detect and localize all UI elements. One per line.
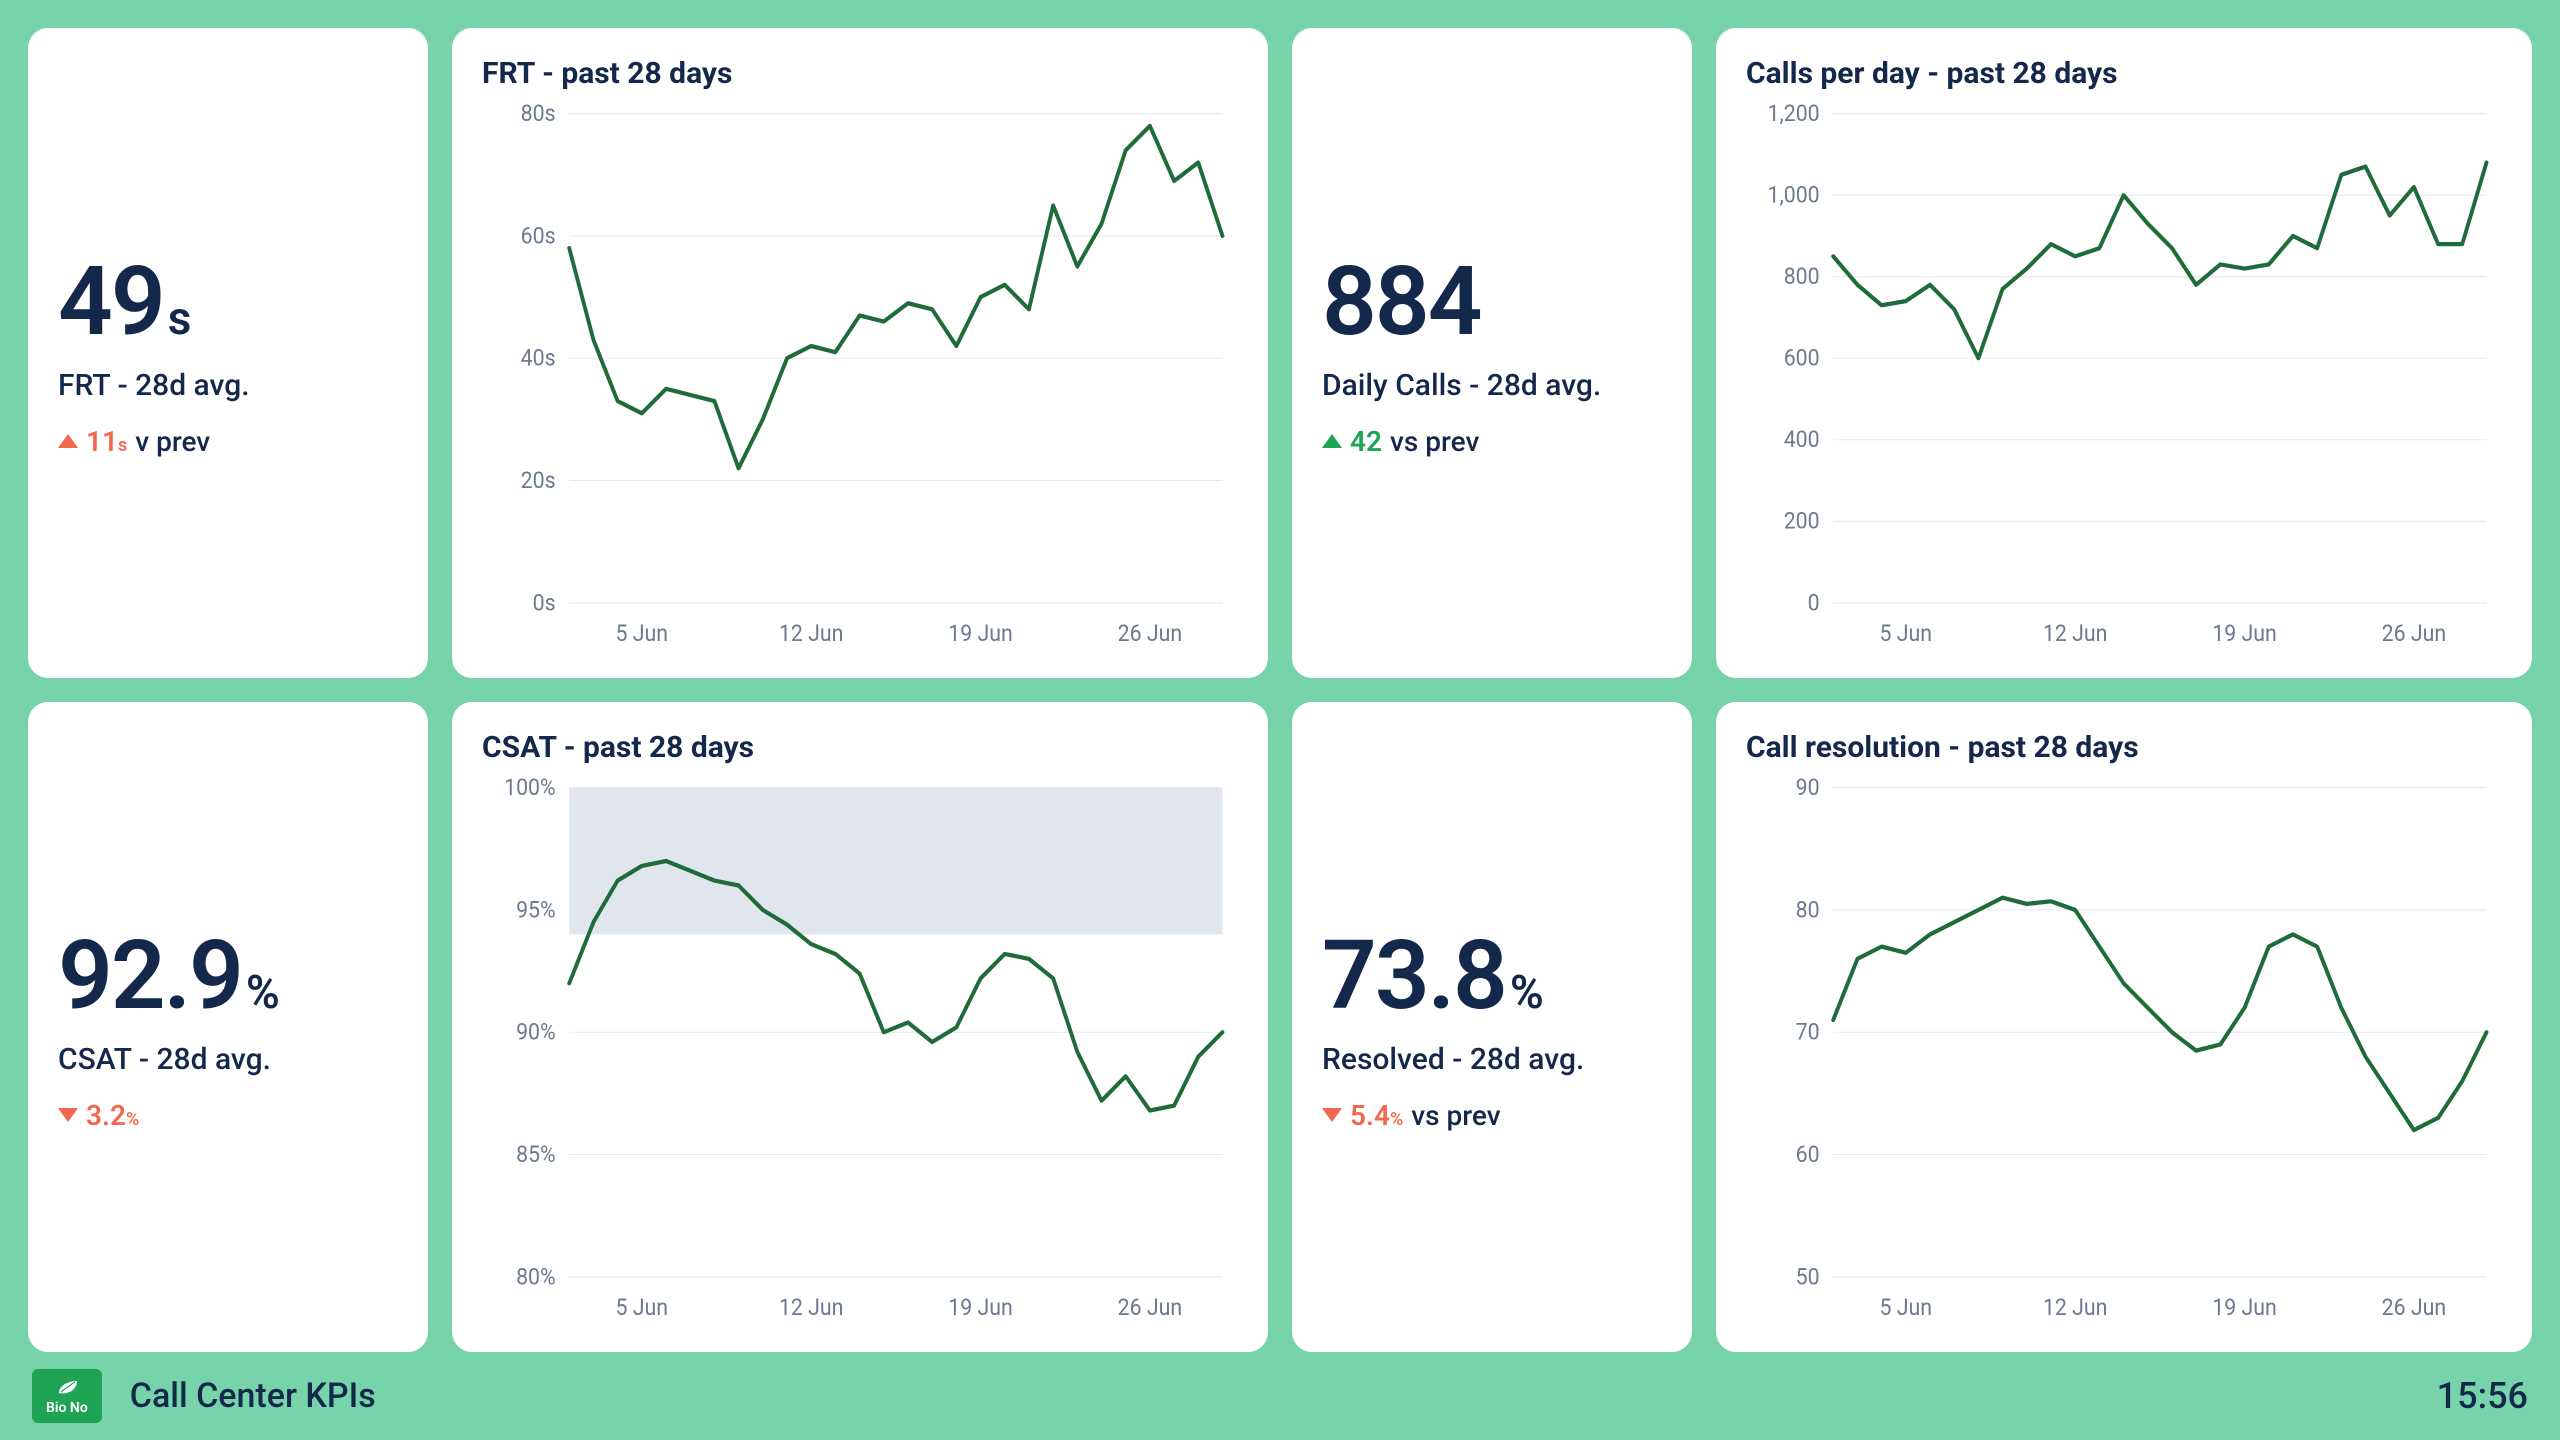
svg-text:5 Jun: 5 Jun <box>616 1294 669 1321</box>
svg-text:70: 70 <box>1796 1019 1820 1046</box>
svg-text:12 Jun: 12 Jun <box>2043 1294 2108 1321</box>
svg-text:600: 600 <box>1784 345 1820 372</box>
svg-text:90%: 90% <box>516 1019 556 1046</box>
svg-text:400: 400 <box>1784 426 1820 453</box>
kpi-card-csat: 92.9% CSAT - 28d avg. 3.2% <box>28 702 428 1352</box>
svg-text:60: 60 <box>1796 1141 1820 1168</box>
chart-frt: 0s 20s 40s 60s 80s 5 Jun 12 Jun 19 Jun 26 Jun <box>482 103 1238 656</box>
kpi-csat-value: 92.9% <box>58 928 398 1024</box>
chart-calls: 0 200 400 600 800 1,000 1,200 5 Jun 12 Jun 19 Jun… <box>1746 103 2502 656</box>
kpi-card-calls: 884 Daily Calls - 28d avg. 42vs prev <box>1292 28 1692 678</box>
leaf-icon <box>55 1379 79 1397</box>
kpi-csat-unit: % <box>246 966 280 1020</box>
kpi-frt-unit: s <box>168 292 192 346</box>
kpi-frt-value: 49s <box>58 254 398 350</box>
footer-clock: 15:56 <box>2437 1375 2528 1417</box>
chart-card-calls: Calls per day - past 28 days 0 200 400 600 8… <box>1716 28 2532 678</box>
chart-frt-title: FRT - past 28 days <box>482 56 1238 91</box>
chart-card-csat: CSAT - past 28 days 80% 85% 90% 95% 100% 5 Ju… <box>452 702 1268 1352</box>
chart-resolution: 50 60 70 80 90 5 Jun 12 Jun 19 Jun 26 Jun <box>1746 777 2502 1330</box>
kpi-resolved-label: Resolved - 28d avg. <box>1322 1042 1662 1077</box>
svg-text:0s: 0s <box>533 589 556 616</box>
kpi-csat-delta: 3.2% <box>58 1099 398 1132</box>
svg-text:19 Jun: 19 Jun <box>2212 620 2277 647</box>
svg-text:800: 800 <box>1784 263 1820 290</box>
kpi-card-frt: 49s FRT - 28d avg. 11sv prev <box>28 28 428 678</box>
svg-text:5 Jun: 5 Jun <box>616 620 669 647</box>
kpi-frt-delta: 11sv prev <box>58 425 398 458</box>
chart-csat-title: CSAT - past 28 days <box>482 730 1238 765</box>
kpi-calls-number: 884 <box>1322 246 1481 358</box>
svg-text:80%: 80% <box>516 1263 556 1290</box>
chart-card-frt: FRT - past 28 days 0s 20s 40s 60s 80s 5 Jun 12… <box>452 28 1268 678</box>
kpi-csat-label: CSAT - 28d avg. <box>58 1042 398 1077</box>
chart-calls-title: Calls per day - past 28 days <box>1746 56 2502 91</box>
brand-text: Bio No <box>46 1401 88 1415</box>
chart-resolution-title: Call resolution - past 28 days <box>1746 730 2502 765</box>
svg-text:80: 80 <box>1796 896 1820 923</box>
svg-text:5 Jun: 5 Jun <box>1880 1294 1933 1321</box>
svg-text:5 Jun: 5 Jun <box>1880 620 1933 647</box>
svg-text:12 Jun: 12 Jun <box>779 1294 844 1321</box>
kpi-resolved-value: 73.8% <box>1322 928 1662 1024</box>
svg-text:90: 90 <box>1796 777 1820 801</box>
svg-text:50: 50 <box>1796 1263 1820 1290</box>
svg-text:100%: 100% <box>504 777 556 801</box>
kpi-frt-number: 49 <box>58 246 164 358</box>
svg-text:95%: 95% <box>516 896 556 923</box>
kpi-calls-label: Daily Calls - 28d avg. <box>1322 368 1662 403</box>
dashboard-grid: 49s FRT - 28d avg. 11sv prev FRT - past … <box>28 28 2532 1352</box>
svg-text:60s: 60s <box>521 222 556 249</box>
brand-logo: Bio No <box>32 1369 102 1423</box>
svg-text:200: 200 <box>1784 508 1820 535</box>
footer-title: Call Center KPIs <box>130 1376 376 1416</box>
svg-text:26 Jun: 26 Jun <box>2382 1294 2447 1321</box>
svg-text:26 Jun: 26 Jun <box>1118 620 1183 647</box>
svg-text:80s: 80s <box>521 103 556 127</box>
svg-text:12 Jun: 12 Jun <box>2043 620 2108 647</box>
chart-card-resolution: Call resolution - past 28 days 50 60 70 80 9… <box>1716 702 2532 1352</box>
kpi-frt-label: FRT - 28d avg. <box>58 368 398 403</box>
kpi-card-resolved: 73.8% Resolved - 28d avg. 5.4%vs prev <box>1292 702 1692 1352</box>
kpi-resolved-delta: 5.4%vs prev <box>1322 1099 1662 1132</box>
svg-text:19 Jun: 19 Jun <box>948 620 1013 647</box>
svg-text:26 Jun: 26 Jun <box>2382 620 2447 647</box>
svg-text:0: 0 <box>1808 589 1820 616</box>
svg-text:19 Jun: 19 Jun <box>2212 1294 2277 1321</box>
svg-text:1,000: 1,000 <box>1768 182 1820 209</box>
svg-text:12 Jun: 12 Jun <box>779 620 844 647</box>
svg-text:20s: 20s <box>521 467 556 494</box>
svg-text:19 Jun: 19 Jun <box>948 1294 1013 1321</box>
svg-text:40s: 40s <box>521 345 556 372</box>
svg-text:85%: 85% <box>516 1141 556 1168</box>
svg-text:1,200: 1,200 <box>1768 103 1820 127</box>
kpi-calls-delta: 42vs prev <box>1322 425 1662 458</box>
chart-csat: 80% 85% 90% 95% 100% 5 Jun 12 Jun 19 Jun 26 Jun <box>482 777 1238 1330</box>
kpi-resolved-unit: % <box>1510 966 1544 1020</box>
kpi-calls-value: 884 <box>1322 254 1662 350</box>
svg-text:26 Jun: 26 Jun <box>1118 1294 1183 1321</box>
kpi-resolved-number: 73.8 <box>1322 920 1506 1032</box>
footer-bar: Bio No Call Center KPIs 15:56 <box>28 1352 2532 1440</box>
kpi-csat-number: 92.9 <box>58 920 242 1032</box>
